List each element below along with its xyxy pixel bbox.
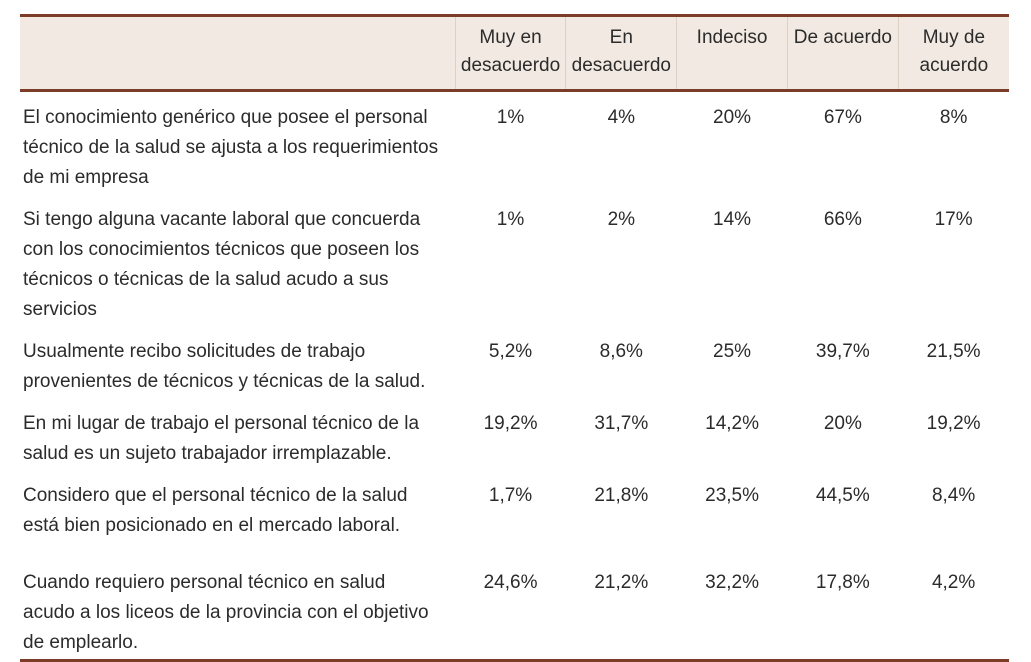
table-row: El conocimiento genérico que posee el pe… <box>20 91 1009 195</box>
value-cell: 31,7% <box>594 413 649 434</box>
column-header-indeciso: Indeciso <box>676 15 788 92</box>
value-cell: 21,5% <box>926 341 981 362</box>
statement-cell: Usualmente recibo solicitudes de trabajo… <box>23 341 426 392</box>
value-cell: 5,2% <box>488 341 533 362</box>
statement-cell: Considero que el personal técnico de la … <box>23 485 408 536</box>
value-cell: 23,5% <box>705 485 759 506</box>
value-cell: 14,2% <box>705 413 759 434</box>
value-cell: 20% <box>823 413 862 434</box>
value-cell: 19,2% <box>483 413 538 434</box>
value-cell: 8% <box>939 107 968 128</box>
value-cell: 8,4% <box>931 485 976 506</box>
value-cell: 1% <box>496 209 525 230</box>
table-row: Si tengo alguna vacante laboral que conc… <box>20 194 1009 326</box>
table-row: Considero que el personal técnico de la … <box>20 470 1009 557</box>
statement-cell: En mi lugar de trabajo el personal técni… <box>23 413 420 464</box>
header-row: Muy en desacuerdo En desacuerdo Indeciso… <box>20 15 1009 92</box>
value-cell: 32,2% <box>705 572 759 593</box>
value-cell: 25% <box>713 341 752 362</box>
value-cell: 4,2% <box>931 572 976 593</box>
value-cell: 67% <box>823 107 862 128</box>
value-cell: 20% <box>713 107 752 128</box>
value-cell: 21,8% <box>594 485 649 506</box>
survey-results-table: Muy en desacuerdo En desacuerdo Indeciso… <box>20 14 1009 662</box>
value-cell: 39,7% <box>815 341 870 362</box>
statement-column-header <box>20 15 456 92</box>
value-cell: 24,6% <box>483 572 538 593</box>
table-row: Cuando requiero personal técnico en salu… <box>20 557 1009 661</box>
value-cell: 4% <box>607 107 636 128</box>
column-header-de-acuerdo: De acuerdo <box>786 15 899 92</box>
value-cell: 44,5% <box>815 485 870 506</box>
value-cell: 8,6% <box>599 341 643 362</box>
value-cell: 1% <box>496 107 525 128</box>
page: Muy en desacuerdo En desacuerdo Indeciso… <box>20 14 1009 662</box>
table-row: En mi lugar de trabajo el personal técni… <box>20 398 1009 470</box>
value-cell: 21,2% <box>594 572 649 593</box>
statement-cell: El conocimiento genérico que posee el pe… <box>23 107 439 188</box>
column-header-muy-de-acuerdo: Muy de acuerdo <box>897 15 1009 92</box>
column-header-en-desacuerdo: En desacuerdo <box>565 15 677 92</box>
value-cell: 66% <box>823 209 862 230</box>
statement-cell: Si tengo alguna vacante laboral que conc… <box>23 209 421 320</box>
value-cell: 17,8% <box>815 572 870 593</box>
value-cell: 17% <box>934 209 973 230</box>
column-header-muy-en-desacuerdo: Muy en desacuerdo <box>454 15 566 92</box>
value-cell: 2% <box>607 209 636 230</box>
value-cell: 19,2% <box>926 413 981 434</box>
value-cell: 1,7% <box>488 485 533 506</box>
statement-cell: Cuando requiero personal técnico en salu… <box>23 572 429 653</box>
table-row: Usualmente recibo solicitudes de trabajo… <box>20 326 1009 398</box>
value-cell: 14% <box>713 209 752 230</box>
